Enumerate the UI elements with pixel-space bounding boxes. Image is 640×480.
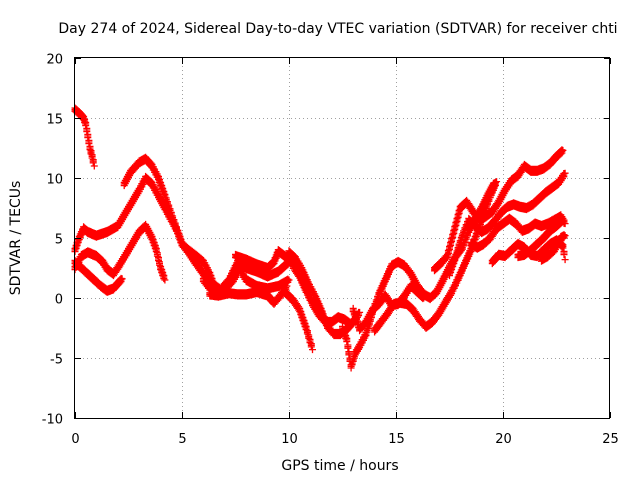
series-s16 [446, 169, 569, 280]
series-s20 [538, 231, 569, 265]
x-tick-label: 5 [178, 432, 186, 447]
x-tick-label: 25 [602, 432, 619, 447]
data-point-markers [431, 146, 567, 275]
x-tick-label: 20 [495, 432, 512, 447]
data-point-markers [206, 282, 291, 308]
data-point-markers [467, 211, 569, 253]
data-point-markers [281, 286, 316, 354]
y-axis-title: SDTVAR / TECUs [8, 181, 24, 296]
x-tick-label: 15 [388, 432, 405, 447]
data-point-markers [285, 247, 364, 340]
series-s8 [232, 246, 302, 274]
data-point-markers [514, 215, 567, 262]
axis-ticks: 0 5 10 15 20 25 -10 -5 0 5 10 15 20 [42, 53, 619, 448]
series-s1 [71, 104, 98, 170]
y-tick-label: 20 [46, 53, 63, 68]
series-s19 [514, 215, 567, 262]
y-tick-label: -10 [42, 413, 63, 428]
data-point-markers [446, 169, 569, 280]
y-tick-label: 5 [55, 233, 63, 248]
x-axis-title: GPS time / hours [281, 458, 398, 474]
data-marks [71, 104, 569, 372]
data-point-markers [232, 246, 302, 274]
x-tick-label: 0 [71, 432, 79, 447]
chart-title: Day 274 of 2024, Sidereal Day-to-day VTE… [58, 21, 617, 37]
series-s7 [206, 282, 291, 308]
series-s17 [467, 211, 569, 253]
x-tick-label: 10 [281, 432, 298, 447]
data-point-markers [120, 153, 293, 295]
series-s11 [285, 247, 364, 340]
y-tick-label: 0 [55, 293, 63, 308]
data-point-markers [538, 231, 569, 265]
series-s15 [431, 146, 567, 275]
y-tick-label: 10 [46, 173, 63, 188]
series-s5 [120, 153, 293, 295]
y-tick-label: 15 [46, 113, 63, 128]
data-point-markers [71, 104, 98, 170]
y-tick-label: -5 [50, 353, 63, 368]
series-s9 [281, 286, 316, 354]
